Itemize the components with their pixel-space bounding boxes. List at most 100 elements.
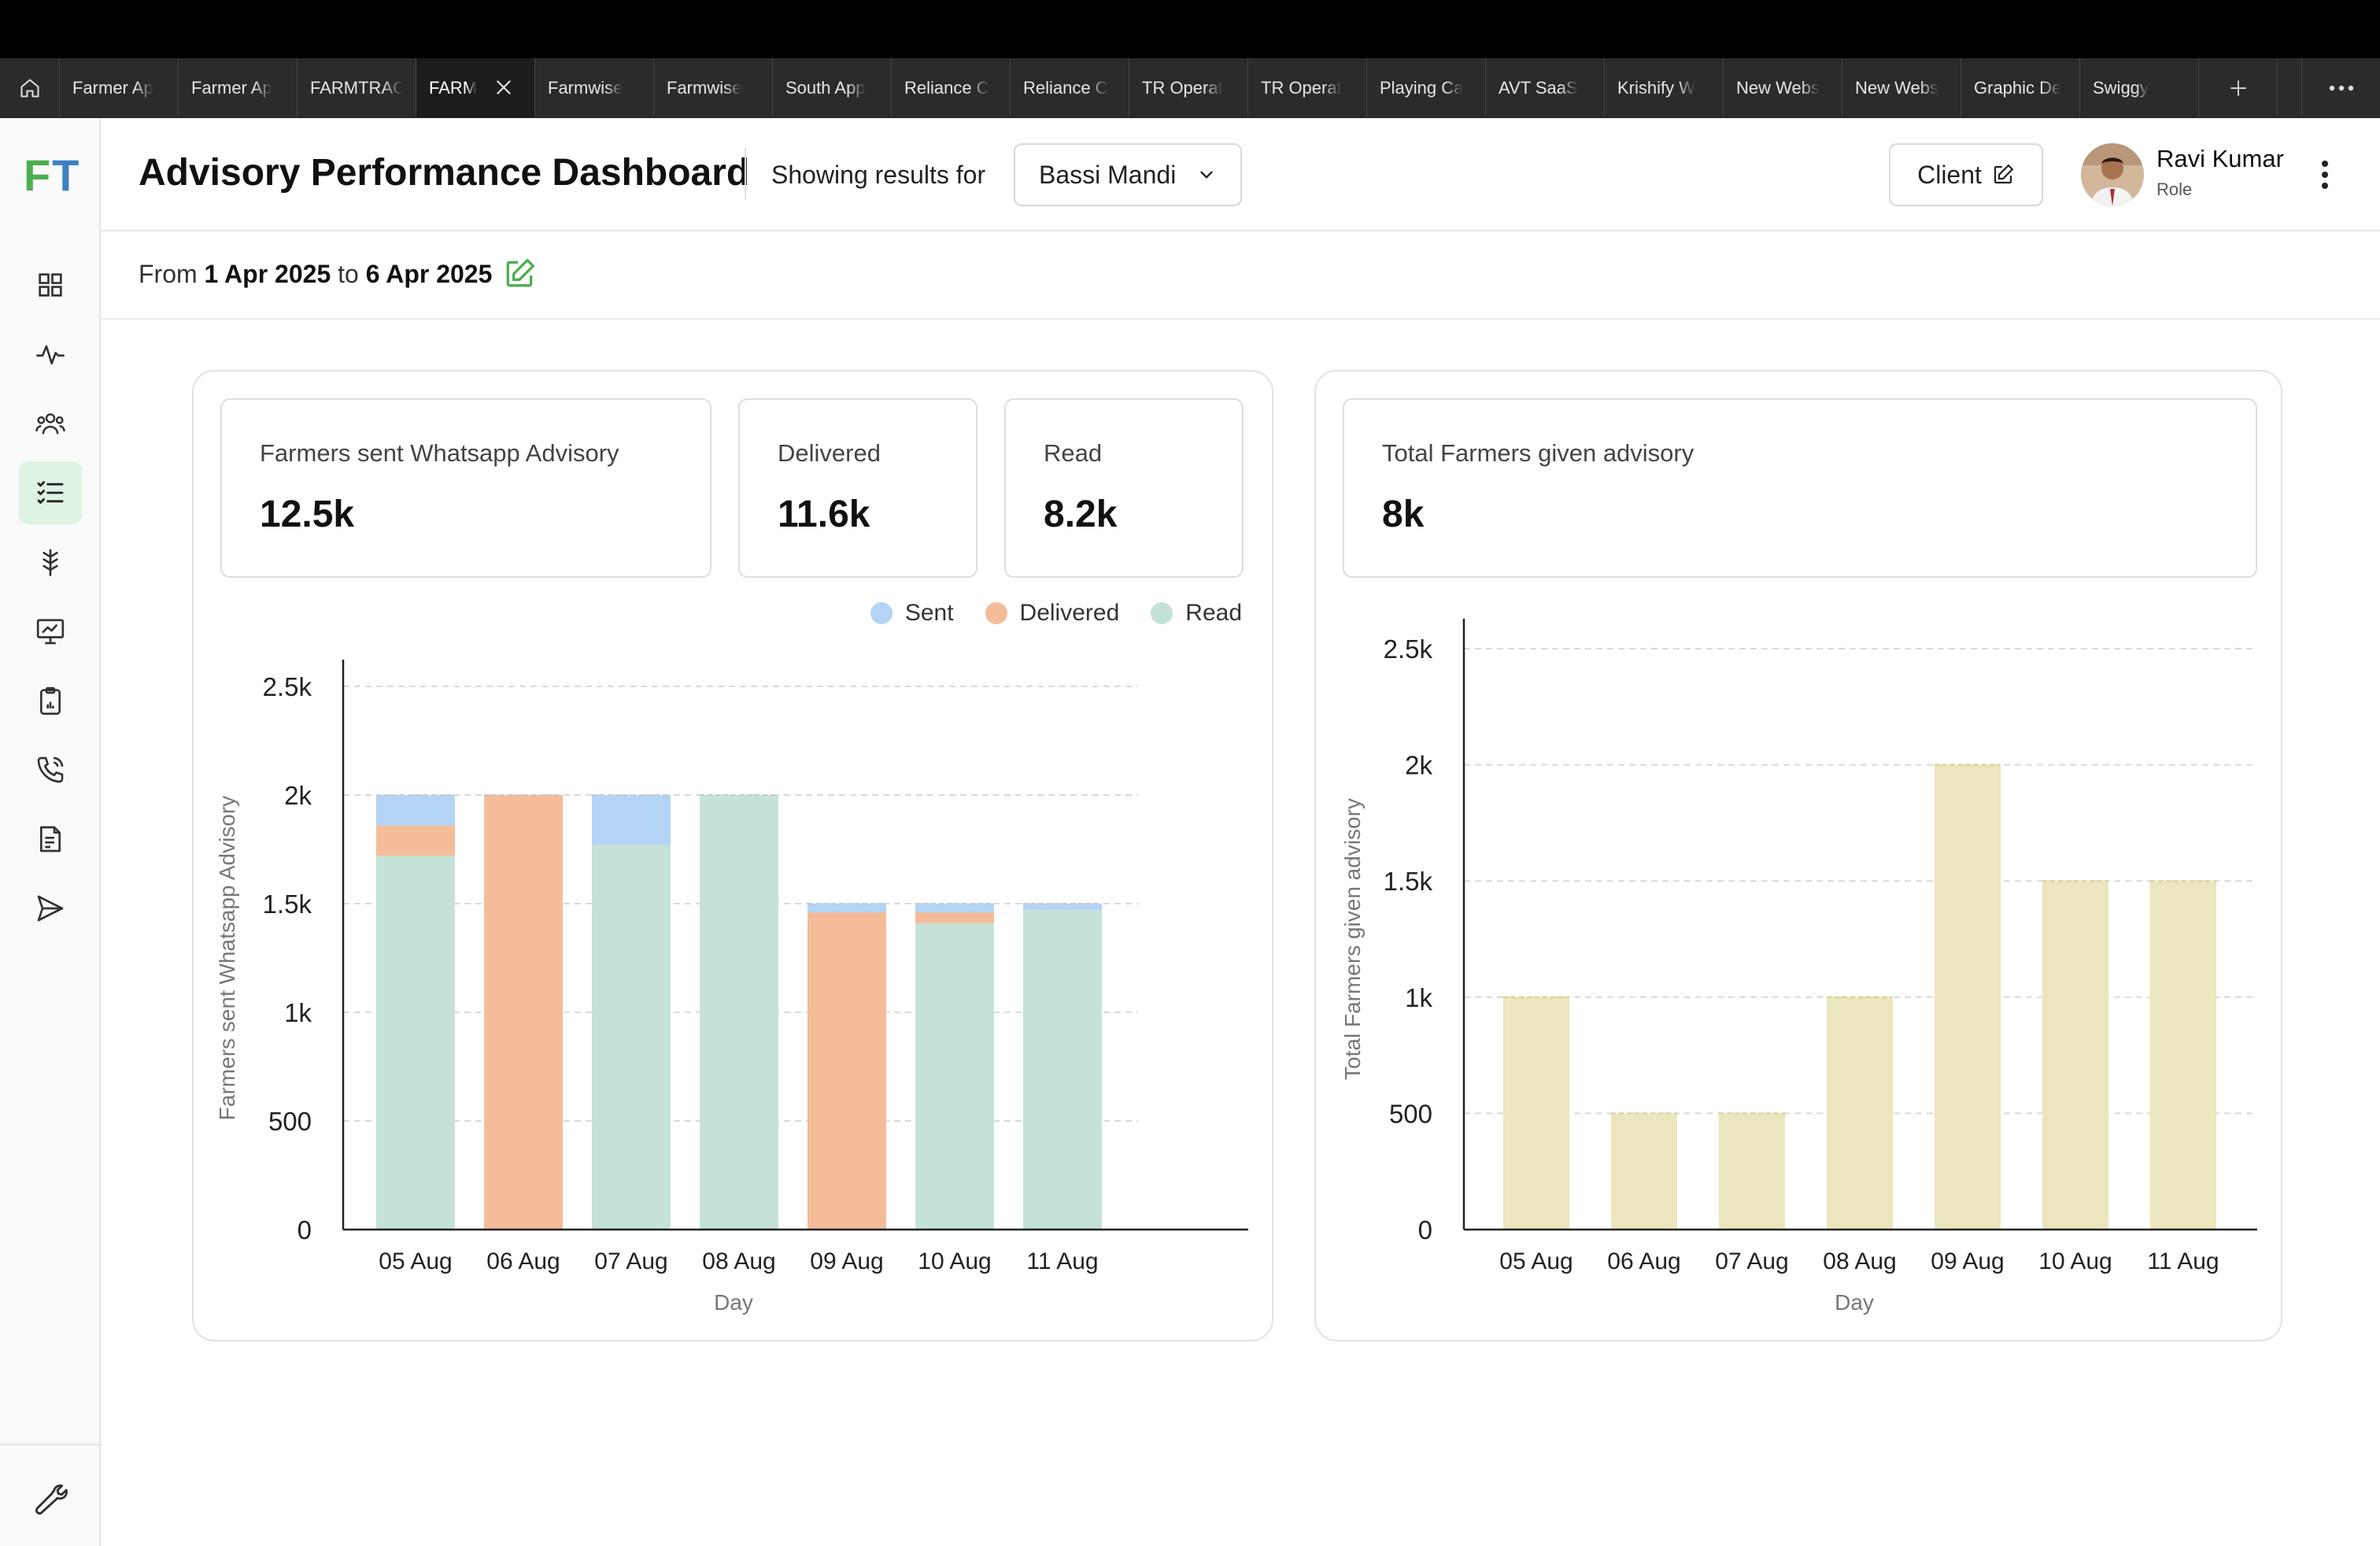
browser-tab[interactable]: Playing Ca [1367, 58, 1486, 117]
sidebar-item-settings[interactable] [19, 1467, 82, 1530]
bar-segment-sent [1023, 904, 1102, 911]
advisory-stacked-bar-chart: 0 500 1k 1.5k 2k 2.5k 05 Aug 06 Aug 07 Aug 08 Aug… [215, 660, 1248, 1315]
bar-segment-read [700, 795, 778, 1230]
bar [1503, 997, 1569, 1230]
user-avatar-icon [2081, 143, 2144, 206]
y-tick-label: 2.5k [1384, 634, 1433, 664]
legend-swatch-read [1151, 602, 1173, 624]
browser-tab-label: Farmer Ap [72, 77, 153, 98]
home-tab-button[interactable] [0, 58, 60, 117]
more-options-button[interactable] [2309, 157, 2341, 192]
logo-letter-f: F [24, 150, 53, 200]
client-button-label: Client [1917, 160, 1982, 189]
browser-tab[interactable]: TR Operat [1248, 58, 1367, 117]
user-role: Role [2156, 179, 2193, 199]
legend-item-read[interactable]: Read [1151, 600, 1242, 627]
browser-tab[interactable]: Krishify W [1605, 58, 1724, 117]
browser-tab[interactable]: Reliance C [892, 58, 1011, 117]
browser-tab[interactable]: South App [773, 58, 892, 117]
close-icon[interactable] [493, 77, 514, 98]
browser-tab[interactable]: Farmer Ap [179, 58, 298, 117]
browser-tab[interactable]: FARM [416, 58, 535, 117]
legend-label: Delivered [1019, 600, 1120, 626]
bar-segment-sent [376, 795, 455, 826]
chevron-down-icon [1200, 171, 1213, 179]
browser-tab-label: Krishify W [1617, 77, 1695, 98]
bar-segment-read [376, 856, 455, 1230]
y-tick-label: 1k [1405, 983, 1432, 1012]
plus-icon [2230, 80, 2246, 96]
more-vertical-icon [2322, 161, 2328, 189]
y-tick-label: 0 [1418, 1215, 1432, 1245]
report-icon [40, 826, 61, 853]
browser-tab[interactable]: Graphic De [1961, 58, 2080, 117]
page-title: Advisory Performance Dashboard [139, 152, 750, 194]
browser-tab[interactable]: Farmwise [654, 58, 773, 117]
stat-card-read: Read 8.2k [1004, 398, 1244, 578]
bar-segment-delivered [808, 912, 886, 1230]
bar-segment-delivered [376, 825, 455, 856]
bar [1827, 997, 1893, 1230]
legend-item-delivered[interactable]: Delivered [985, 600, 1120, 627]
legend-swatch-sent [870, 602, 893, 624]
bar-segment-read [592, 845, 671, 1230]
browser-tab[interactable]: AVT SaaS [1486, 58, 1605, 117]
crop-icon [42, 549, 58, 576]
legend-label: Sent [904, 600, 954, 626]
sidebar-item-activity[interactable] [19, 323, 82, 386]
location-dropdown[interactable]: Bassi Mandi [1014, 143, 1242, 206]
browser-tab-label: Farmer Ap [191, 77, 272, 98]
sidebar-item-farmers[interactable] [19, 392, 82, 455]
edit-date-range-icon[interactable] [502, 257, 537, 291]
browser-tab[interactable]: Farmer Ap [60, 58, 179, 117]
legend-item-sent[interactable]: Sent [870, 600, 954, 627]
stat-label: Total Farmers given advisory [1382, 439, 1694, 467]
bar-segment-delivered [915, 912, 994, 923]
x-tick-label: 07 Aug [1715, 1248, 1788, 1274]
stat-card-sent: Farmers sent Whatsapp Advisory 12.5k [220, 398, 711, 578]
browser-tab-label: FARMTRAC [310, 77, 403, 98]
sidebar-item-reports[interactable] [19, 808, 82, 871]
more-horizontal-icon [2329, 85, 2353, 91]
header-divider [745, 148, 746, 200]
total-advisory-panel: Total Farmers given advisory 8k 0 500 1k 1.… [1314, 370, 2282, 1341]
browser-tab[interactable]: FARMTRAC [298, 58, 416, 117]
sidebar-item-crops[interactable] [19, 531, 82, 594]
avatar[interactable] [2081, 143, 2144, 206]
sidebar-item-calls[interactable] [19, 738, 82, 801]
browser-tab-label: AVT SaaS [1499, 77, 1578, 98]
browser-tab-label: South App [785, 77, 866, 98]
browser-tab[interactable]: TR Operat [1129, 58, 1248, 117]
stat-value: 8.2k [1044, 494, 1118, 535]
sidebar-item-campaigns[interactable] [19, 877, 82, 940]
y-tick-label: 500 [268, 1107, 312, 1136]
tab-list: Farmer Ap Farmer Ap FARMTRAC FARM Farmwise Fa… [60, 58, 2199, 117]
browser-tab[interactable]: New Webs [1724, 58, 1842, 117]
date-to-label: to [338, 260, 359, 288]
sidebar: FT [0, 118, 101, 1546]
bar-segment-sent [808, 904, 886, 913]
sidebar-item-tasks[interactable] [19, 669, 82, 732]
y-axis-title: Total Farmers given advisory [1340, 798, 1365, 1080]
phone-icon [37, 756, 64, 783]
sidebar-item-advisory[interactable] [19, 461, 82, 524]
app-logo[interactable]: FT [24, 150, 80, 201]
user-name[interactable]: Ravi Kumar [2156, 145, 2284, 172]
tab-overflow-button[interactable] [2301, 58, 2380, 117]
os-top-bar [0, 0, 2380, 58]
clipboard-icon [40, 686, 61, 715]
browser-tab[interactable]: Reliance C [1011, 58, 1129, 117]
browser-tab[interactable]: Farmwise [535, 58, 654, 117]
x-tick-label: 07 Aug [594, 1248, 667, 1274]
y-tick-label: 500 [1389, 1099, 1432, 1128]
new-tab-button[interactable] [2199, 58, 2278, 117]
sidebar-item-monitoring[interactable] [19, 600, 82, 663]
browser-tab-label: Reliance C [1023, 77, 1108, 98]
showing-results-label: Showing results for [771, 161, 986, 189]
date-to-value: 6 Apr 2025 [365, 260, 493, 288]
y-tick-label: 1.5k [1384, 867, 1433, 896]
browser-tab[interactable]: Swiggy [2080, 58, 2199, 117]
sidebar-item-dashboard[interactable] [19, 253, 82, 316]
client-button[interactable]: Client [1889, 143, 2043, 206]
browser-tab[interactable]: New Webs [1842, 58, 1961, 117]
